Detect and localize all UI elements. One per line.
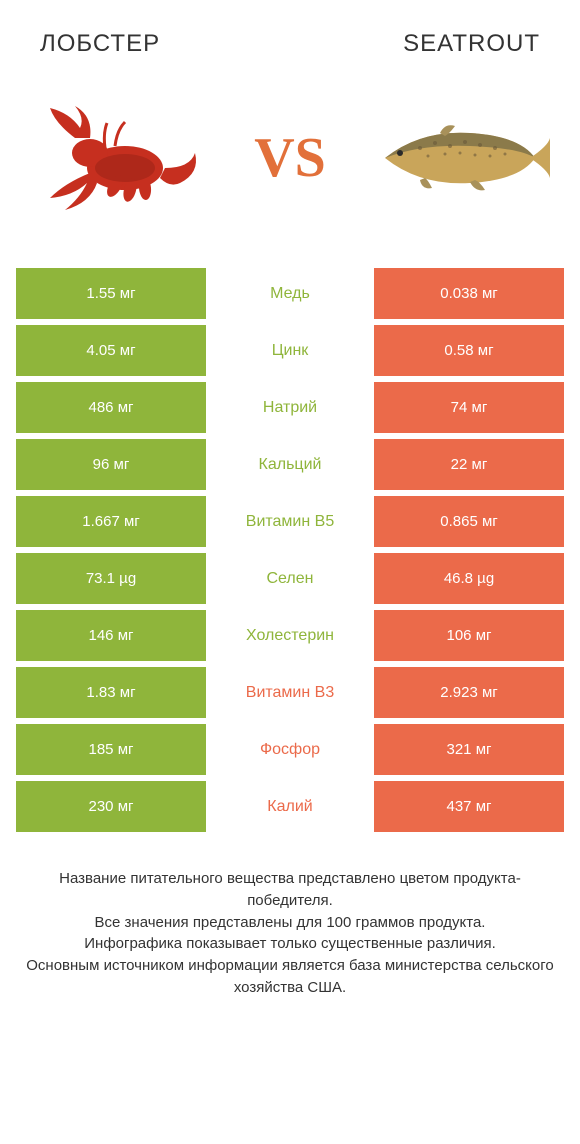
comparison-header: Лобстер Seatrout <box>0 0 580 68</box>
left-value: 4.05 мг <box>16 325 206 376</box>
right-value: 46.8 µg <box>374 553 564 604</box>
table-row: 185 мгФосфор321 мг <box>16 724 564 775</box>
right-value: 74 мг <box>374 382 564 433</box>
nutrient-name: Холестерин <box>206 610 374 661</box>
nutrient-name: Натрий <box>206 382 374 433</box>
table-row: 230 мгКалий437 мг <box>16 781 564 832</box>
lobster-image <box>30 88 210 228</box>
right-value: 2.923 мг <box>374 667 564 718</box>
nutrient-name: Селен <box>206 553 374 604</box>
lobster-icon <box>35 98 205 218</box>
nutrient-name: Витамин B3 <box>206 667 374 718</box>
nutrient-name: Кальций <box>206 439 374 490</box>
table-row: 73.1 µgСелен46.8 µg <box>16 553 564 604</box>
images-row: VS <box>0 68 580 268</box>
table-row: 146 мгХолестерин106 мг <box>16 610 564 661</box>
footer-notes: Название питательного вещества представл… <box>0 838 580 999</box>
left-value: 185 мг <box>16 724 206 775</box>
right-value: 0.865 мг <box>374 496 564 547</box>
trout-image <box>370 88 550 228</box>
nutrient-table: 1.55 мгМедь0.038 мг 4.05 мгЦинк0.58 мг 486… <box>0 268 580 832</box>
right-value: 321 мг <box>374 724 564 775</box>
vs-badge: VS <box>254 126 326 190</box>
left-value: 1.83 мг <box>16 667 206 718</box>
left-value: 1.667 мг <box>16 496 206 547</box>
left-value: 1.55 мг <box>16 268 206 319</box>
table-row: 4.05 мгЦинк0.58 мг <box>16 325 564 376</box>
right-value: 437 мг <box>374 781 564 832</box>
table-row: 1.83 мгВитамин B32.923 мг <box>16 667 564 718</box>
footer-line: Основным источником информации является … <box>20 955 560 999</box>
table-row: 96 мгКальций22 мг <box>16 439 564 490</box>
nutrient-name: Фосфор <box>206 724 374 775</box>
right-title: Seatrout <box>403 30 540 58</box>
right-value: 106 мг <box>374 610 564 661</box>
right-value: 22 мг <box>374 439 564 490</box>
table-row: 486 мгНатрий74 мг <box>16 382 564 433</box>
footer-line: Инфографика показывает только существенн… <box>20 933 560 955</box>
table-row: 1.667 мгВитамин B50.865 мг <box>16 496 564 547</box>
right-value: 0.58 мг <box>374 325 564 376</box>
trout-icon <box>370 118 550 198</box>
left-value: 96 мг <box>16 439 206 490</box>
nutrient-name: Витамин B5 <box>206 496 374 547</box>
nutrient-name: Калий <box>206 781 374 832</box>
footer-line: Название питательного вещества представл… <box>20 868 560 912</box>
right-value: 0.038 мг <box>374 268 564 319</box>
nutrient-name: Цинк <box>206 325 374 376</box>
nutrient-name: Медь <box>206 268 374 319</box>
left-value: 486 мг <box>16 382 206 433</box>
left-title: Лобстер <box>40 30 160 58</box>
left-value: 146 мг <box>16 610 206 661</box>
left-value: 73.1 µg <box>16 553 206 604</box>
table-row: 1.55 мгМедь0.038 мг <box>16 268 564 319</box>
footer-line: Все значения представлены для 100 граммо… <box>20 912 560 934</box>
left-value: 230 мг <box>16 781 206 832</box>
